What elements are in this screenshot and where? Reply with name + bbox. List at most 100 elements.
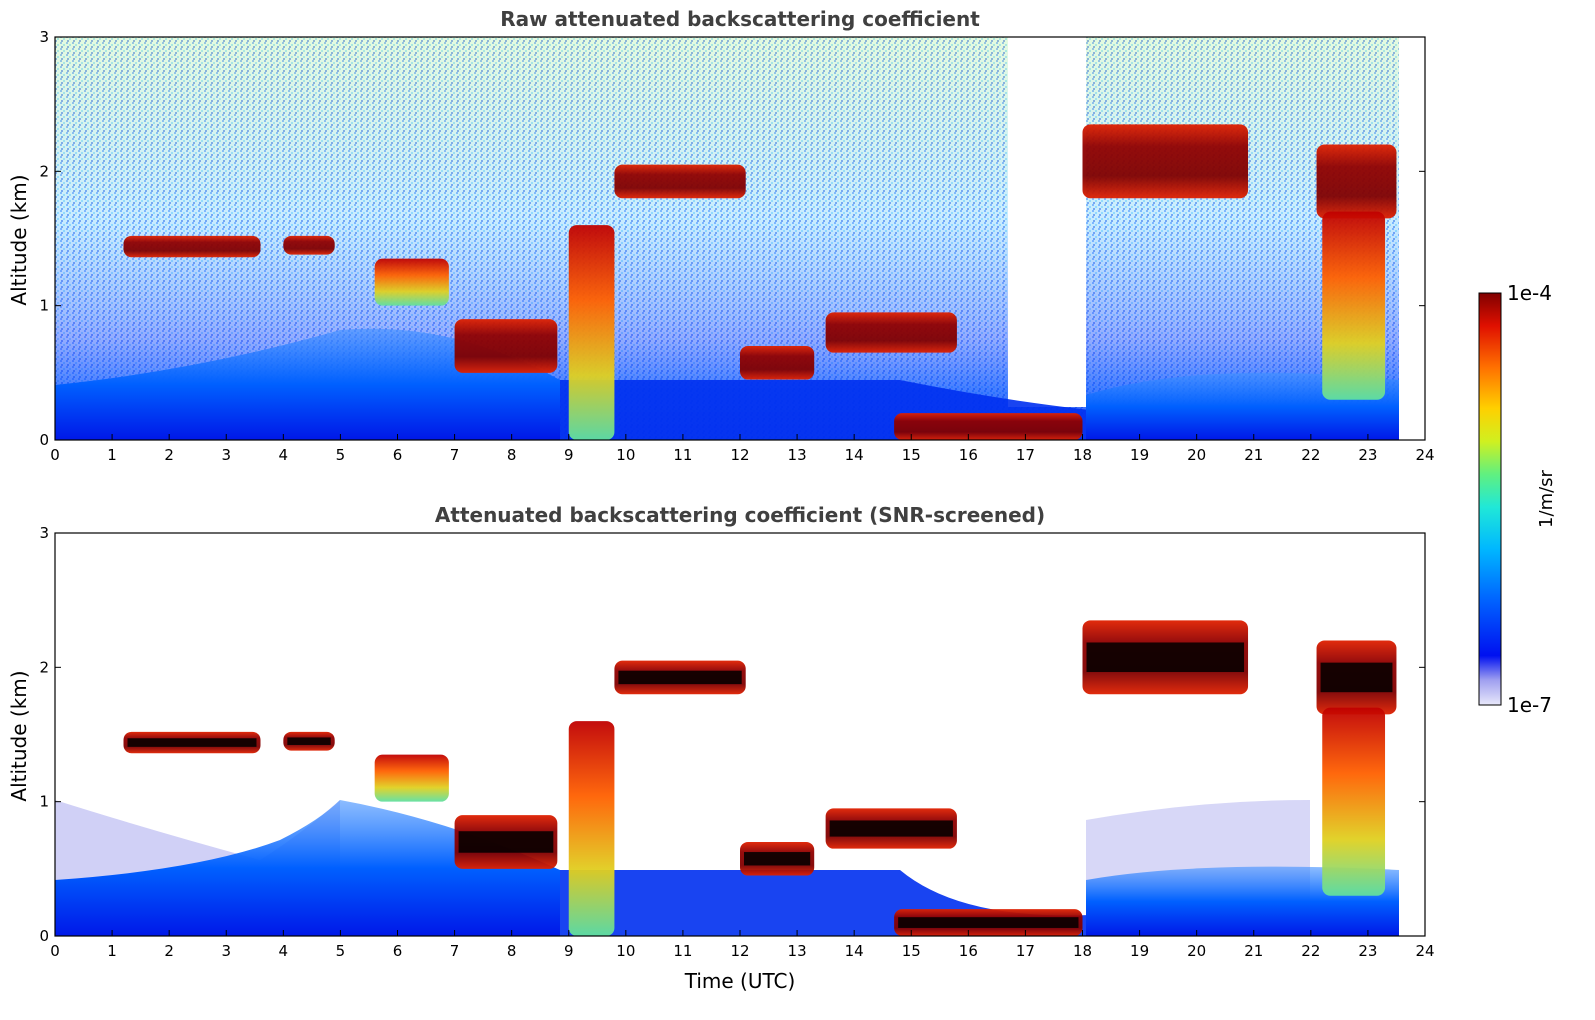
panel-raw-boundary-layer-3: [1086, 372, 1399, 440]
panel-raw-xtick-label: 3: [221, 446, 231, 464]
panel-screened-xtick-label: 16: [959, 942, 978, 960]
panel-raw-xtick-label: 7: [450, 446, 460, 464]
panel-screened-cloud-core: [127, 738, 257, 747]
panel-screened-xtick-label: 0: [50, 942, 60, 960]
panel-raw-cloud-layer: [894, 413, 1083, 440]
panel-raw-xtick-label: 8: [507, 446, 517, 464]
panel-raw-ytick-label: 0: [39, 431, 49, 449]
panel-screened-xtick-label: 24: [1415, 942, 1434, 960]
panel-screened-boundary: [55, 800, 560, 936]
panel-raw-xtick-label: 17: [1016, 446, 1035, 464]
colorbar-unit-label: 1/m/sr: [1536, 469, 1557, 527]
panel-raw-cloud-layer: [123, 235, 261, 258]
panel-screened-cloud-layer: [568, 721, 615, 936]
panel-screened-cloud-core: [287, 737, 331, 745]
panel-screened-xtick-label: 15: [902, 942, 921, 960]
panel-screened-xtick-label: 7: [450, 942, 460, 960]
panel-screened-xtick-label: 10: [616, 942, 635, 960]
panel-raw-title: Raw attenuated backscattering coefficien…: [500, 7, 980, 31]
panel-screened-ytick-label: 1: [39, 793, 49, 811]
panel-raw-boundary-layer: [55, 328, 560, 440]
panel-screened-xtick-label: 4: [279, 942, 289, 960]
panel-screened-xlabel: Time (UTC): [684, 969, 796, 993]
panel-screened-xtick-label: 12: [730, 942, 749, 960]
panel-screened-xtick-label: 1: [107, 942, 117, 960]
panel-screened-cloud-core: [618, 670, 742, 685]
panel-raw-xtick-label: 13: [788, 446, 807, 464]
panel-raw-ytick-label: 2: [39, 162, 49, 180]
panel-screened-cloud-layer: [374, 754, 449, 802]
panel-screened-cloud-core: [829, 820, 953, 837]
panel-raw-ticks: 0 1 2 3 4 5 6 7 8 9 10 11 12 13 14 15 16 17 18 19 20 21 22 23 24…: [39, 28, 1434, 464]
panel-raw-xtick-label: 10: [616, 446, 635, 464]
panel-raw-cloud-layer: [825, 312, 957, 353]
panel-raw-xtick-label: 19: [1130, 446, 1149, 464]
panel-raw-xtick-label: 1: [107, 446, 117, 464]
panel-raw-cloud-layer: [1322, 211, 1386, 400]
panel-raw-xtick-label: 5: [336, 446, 346, 464]
panel-screened-cloud-core: [898, 917, 1079, 928]
panel-screened-layers: [123, 620, 1397, 936]
panel-raw-cloud-layer: [740, 345, 815, 380]
panel-screened-xtick-label: 23: [1358, 942, 1377, 960]
panel-screened-xtick-label: 18: [1073, 942, 1092, 960]
panel-screened-xtick-label: 2: [164, 942, 174, 960]
panel-screened-cloud-core: [1086, 642, 1245, 673]
panel-screened-xtick-label: 8: [507, 942, 517, 960]
panel-raw: Raw attenuated backscattering coefficien…: [7, 7, 1435, 464]
panel-screened-ytick-label: 2: [39, 658, 49, 676]
panel-raw-cloud-layer: [454, 319, 558, 373]
panel-screened: Attenuated backscattering coefficient (S…: [7, 503, 1435, 993]
panel-screened-cloud-core: [1320, 662, 1393, 693]
panel-raw-xtick-label: 9: [564, 446, 574, 464]
panel-raw-xtick-label: 16: [959, 446, 978, 464]
colorbar: 1e-4 1e-7 1/m/sr: [1478, 281, 1557, 717]
panel-raw-cloud-layer: [614, 164, 746, 199]
panel-raw-xtick-label: 2: [164, 446, 174, 464]
panel-screened-xtick-label: 22: [1301, 942, 1320, 960]
panel-screened-xtick-label: 11: [673, 942, 692, 960]
panel-raw-xtick-label: 20: [1187, 446, 1206, 464]
panel-screened-cloud-core: [458, 831, 554, 853]
panel-screened-xtick-label: 17: [1016, 942, 1035, 960]
panel-screened-cloud-layer: [1322, 707, 1386, 896]
panel-raw-cloud-layer: [1082, 124, 1249, 199]
panel-raw-xtick-label: 22: [1301, 446, 1320, 464]
panel-raw-cloud-layer: [1316, 144, 1397, 219]
panel-screened-plot: [55, 620, 1399, 936]
panel-screened-xtick-label: 20: [1187, 942, 1206, 960]
panel-screened-xtick-label: 14: [845, 942, 864, 960]
panel-raw-cloud-layer: [374, 258, 449, 306]
panel-screened-xtick-label: 19: [1130, 942, 1149, 960]
panel-raw-xtick-label: 15: [902, 446, 921, 464]
panel-screened-ylabel: Altitude (km): [7, 670, 31, 801]
panel-raw-xtick-label: 12: [730, 446, 749, 464]
panel-screened-xtick-label: 9: [564, 942, 574, 960]
panel-raw-xtick-label: 21: [1244, 446, 1263, 464]
panel-raw-xtick-label: 0: [50, 446, 60, 464]
panel-raw-xtick-label: 23: [1358, 446, 1377, 464]
panel-raw-ylabel: Altitude (km): [7, 174, 31, 305]
panel-screened-xtick-label: 21: [1244, 942, 1263, 960]
panel-screened-xtick-label: 3: [221, 942, 231, 960]
panel-raw-cloud-layer: [568, 225, 615, 440]
panel-screened-xtick-label: 13: [788, 942, 807, 960]
panel-raw-xtick-label: 14: [845, 446, 864, 464]
panel-raw-xtick-label: 4: [279, 446, 289, 464]
panel-screened-ytick-label: 0: [39, 927, 49, 945]
panel-screened-ticks: 0 1 2 3 4 5 6 7 8 9 10 11 12 13 14 15 16 17 18 19 20 21 22 23 24…: [39, 524, 1434, 960]
panel-screened-xtick-label: 5: [336, 942, 346, 960]
panel-screened-cloud-core: [744, 852, 811, 866]
panel-raw-xtick-label: 24: [1415, 446, 1434, 464]
panel-raw-xtick-label: 11: [673, 446, 692, 464]
panel-screened-boundary-3: [1086, 866, 1399, 936]
panel-screened-ytick-label: 3: [39, 524, 49, 542]
colorbar-min-label: 1e-7: [1507, 693, 1552, 717]
panel-screened-title: Attenuated backscattering coefficient (S…: [435, 503, 1045, 527]
panel-raw-plot: [55, 37, 1399, 440]
panel-raw-ytick-label: 3: [39, 28, 49, 46]
colorbar-max-label: 1e-4: [1507, 281, 1552, 305]
panel-screened-xtick-label: 6: [393, 942, 403, 960]
panel-raw-cloud-layer: [283, 235, 335, 255]
